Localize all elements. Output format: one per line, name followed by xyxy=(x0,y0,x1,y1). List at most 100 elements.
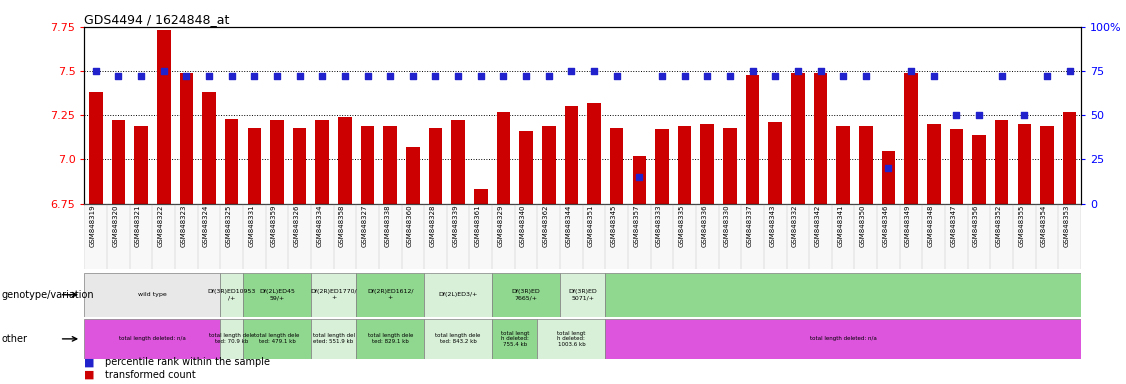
Bar xyxy=(945,204,967,269)
Point xyxy=(608,73,626,79)
Point xyxy=(857,73,875,79)
Bar xyxy=(564,106,578,204)
Point xyxy=(223,73,241,79)
Point xyxy=(404,73,422,79)
Point xyxy=(698,73,716,79)
Text: GSM848322: GSM848322 xyxy=(158,205,163,247)
Text: total length dele
ted: 829.1 kb: total length dele ted: 829.1 kb xyxy=(367,333,413,344)
Bar xyxy=(84,273,221,317)
Text: GSM848343: GSM848343 xyxy=(769,205,775,247)
Text: GSM848321: GSM848321 xyxy=(135,205,141,247)
Point xyxy=(291,73,309,79)
Point xyxy=(494,73,512,79)
Point xyxy=(834,73,852,79)
Bar xyxy=(248,127,261,204)
Text: GSM848352: GSM848352 xyxy=(995,205,1002,247)
Bar xyxy=(225,119,239,204)
Bar xyxy=(972,135,986,204)
Bar xyxy=(356,204,378,269)
Bar xyxy=(152,204,175,269)
Text: GSM848347: GSM848347 xyxy=(950,205,956,247)
Point xyxy=(382,73,400,79)
Bar xyxy=(628,204,651,269)
Text: GSM848323: GSM848323 xyxy=(180,205,187,247)
Point xyxy=(336,73,354,79)
Text: GSM848361: GSM848361 xyxy=(475,205,481,247)
Bar xyxy=(270,121,284,204)
Bar xyxy=(787,204,810,269)
Bar xyxy=(198,204,221,269)
Bar xyxy=(904,73,918,204)
Bar xyxy=(922,204,945,269)
Bar xyxy=(832,204,855,269)
Bar xyxy=(1018,124,1031,204)
Bar xyxy=(293,127,306,204)
Point xyxy=(947,112,965,118)
Bar xyxy=(356,319,425,359)
Bar xyxy=(678,126,691,204)
Text: other: other xyxy=(1,334,27,344)
Point xyxy=(743,68,761,74)
Point xyxy=(653,73,671,79)
Bar xyxy=(792,73,805,204)
Bar xyxy=(768,122,781,204)
Bar xyxy=(900,204,922,269)
Text: GSM848338: GSM848338 xyxy=(384,205,391,247)
Text: GSM848329: GSM848329 xyxy=(498,205,503,247)
Bar xyxy=(610,127,624,204)
Text: Df(3R)ED10953
/+: Df(3R)ED10953 /+ xyxy=(207,289,256,300)
Bar xyxy=(221,319,243,359)
Bar xyxy=(356,273,425,317)
Point xyxy=(313,73,331,79)
Bar xyxy=(425,204,447,269)
Text: GSM848320: GSM848320 xyxy=(113,205,118,247)
Point xyxy=(449,73,467,79)
Text: GSM848356: GSM848356 xyxy=(973,205,978,247)
Bar xyxy=(606,273,1081,317)
Bar xyxy=(560,204,583,269)
Point xyxy=(789,68,807,74)
Text: GSM848360: GSM848360 xyxy=(406,205,413,247)
Point xyxy=(562,68,580,74)
Text: genotype/variation: genotype/variation xyxy=(1,290,93,300)
Text: GSM848340: GSM848340 xyxy=(520,205,526,247)
Bar xyxy=(700,124,714,204)
Bar xyxy=(315,121,329,204)
Text: total length dele
ted: 843.2 kb: total length dele ted: 843.2 kb xyxy=(436,333,481,344)
Bar xyxy=(837,126,850,204)
Bar xyxy=(745,74,759,204)
Point xyxy=(132,73,150,79)
Point xyxy=(154,68,172,74)
Text: GSM848358: GSM848358 xyxy=(339,205,345,247)
Text: GSM848319: GSM848319 xyxy=(90,205,96,247)
Text: GSM848355: GSM848355 xyxy=(1018,205,1025,247)
Bar xyxy=(991,204,1013,269)
Text: GSM848326: GSM848326 xyxy=(294,205,300,247)
Text: Df(2R)ED1770/
+: Df(2R)ED1770/ + xyxy=(311,289,357,300)
Text: total length dele
ted: 479.1 kb: total length dele ted: 479.1 kb xyxy=(254,333,300,344)
Point xyxy=(631,174,649,180)
Bar xyxy=(266,204,288,269)
Bar xyxy=(696,204,718,269)
Text: percentile rank within the sample: percentile rank within the sample xyxy=(105,358,270,367)
Text: total length dele
ted: 70.9 kb: total length dele ted: 70.9 kb xyxy=(209,333,254,344)
Bar xyxy=(402,204,425,269)
Point xyxy=(358,73,376,79)
Bar xyxy=(221,204,243,269)
Bar xyxy=(425,273,492,317)
Bar xyxy=(949,129,963,204)
Text: GDS4494 / 1624848_at: GDS4494 / 1624848_at xyxy=(84,13,230,26)
Text: GSM848346: GSM848346 xyxy=(883,205,888,247)
Text: total lengt
h deleted:
1003.6 kb: total lengt h deleted: 1003.6 kb xyxy=(557,331,586,347)
Point xyxy=(586,68,604,74)
Bar xyxy=(221,273,243,317)
Bar xyxy=(338,117,351,204)
Text: GSM848348: GSM848348 xyxy=(928,205,933,247)
Text: GSM848337: GSM848337 xyxy=(747,205,752,247)
Text: GSM848325: GSM848325 xyxy=(225,205,232,247)
Point xyxy=(427,73,445,79)
Point xyxy=(969,112,988,118)
Text: GSM848334: GSM848334 xyxy=(316,205,322,247)
Bar xyxy=(406,147,420,204)
Bar xyxy=(741,204,763,269)
